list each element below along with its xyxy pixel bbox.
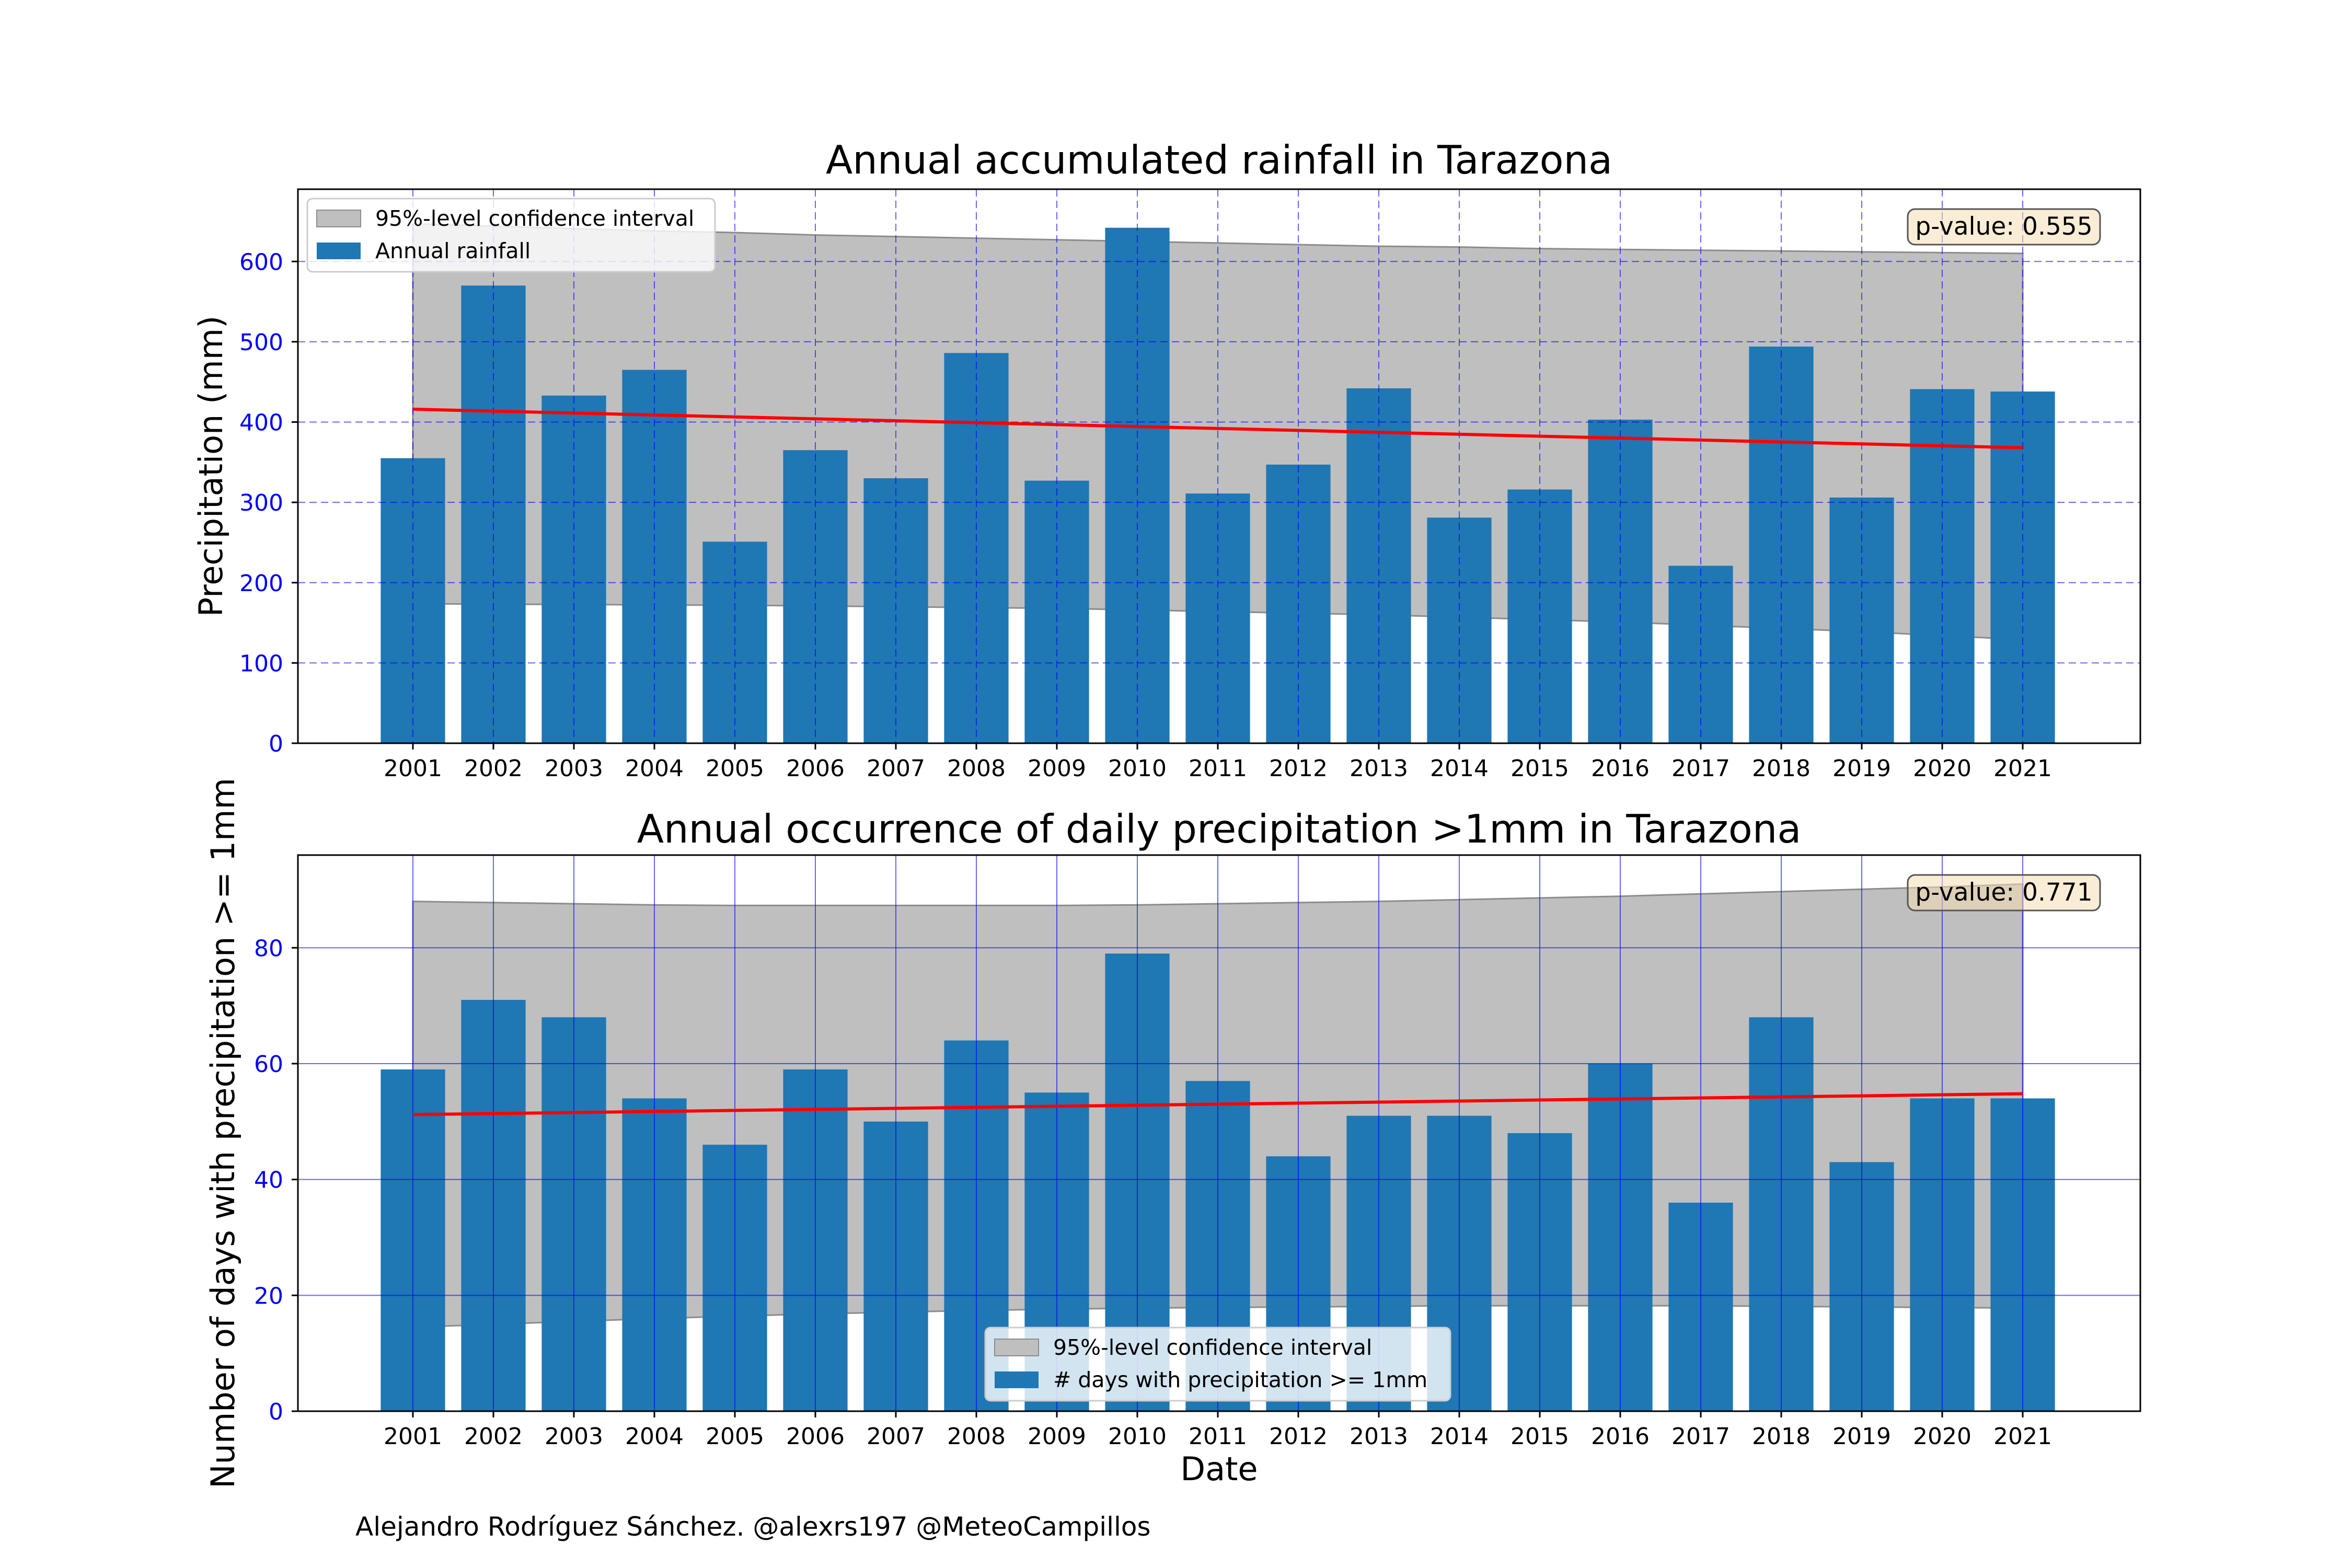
legend-swatch-confidence xyxy=(316,210,361,227)
x-tick-label: 2013 xyxy=(1350,1423,1408,1450)
y-tick-label: 0 xyxy=(269,1399,283,1425)
x-tick-label: 2018 xyxy=(1752,755,1811,782)
legend: 95%-level confidence interval # days with… xyxy=(984,1327,1451,1402)
p-value-box xyxy=(1907,874,2101,912)
y-tick-label: 500 xyxy=(239,329,283,356)
p-value-label: p-value: 0.555 xyxy=(1915,212,2092,241)
x-tick-label: 2021 xyxy=(1993,1423,2052,1450)
x-tick-label: 2005 xyxy=(706,755,764,782)
legend-swatch-confidence xyxy=(994,1339,1039,1356)
x-tick-label: 2010 xyxy=(1108,755,1167,782)
y-tick-label: 300 xyxy=(239,490,283,516)
x-tick-label: 2019 xyxy=(1832,755,1891,782)
y-tick-label: 100 xyxy=(239,650,283,677)
rain-days-chart: 2001 2002 2003 2004 2005 2006 2007 2008 2009 2010… xyxy=(204,778,2141,1489)
rainfall-chart: 2001 2002 2003 2004 2005 2006 2007 2008 2009 2010… xyxy=(192,137,2141,782)
x-tick-label: 2014 xyxy=(1430,1423,1489,1450)
chart-title: Annual accumulated rainfall in Tarazona xyxy=(826,137,1612,183)
x-tick-label: 2016 xyxy=(1591,1423,1650,1450)
bar xyxy=(1024,480,1089,743)
x-tick-label: 2013 xyxy=(1350,755,1408,782)
x-tick-label: 2008 xyxy=(947,1423,1006,1450)
y-axis-label: Precipitation (mm) xyxy=(192,316,230,617)
x-tick-label: 2020 xyxy=(1913,755,1971,782)
legend-label-confidence: 95%-level confidence interval xyxy=(1053,1335,1372,1360)
x-tick-label: 2019 xyxy=(1832,1423,1891,1450)
legend-swatch-bar xyxy=(995,1371,1039,1388)
x-tick-label: 2020 xyxy=(1913,1423,1971,1450)
x-tick-label: 2002 xyxy=(464,1423,523,1450)
x-tick-label: 2001 xyxy=(384,755,442,782)
grid xyxy=(298,189,2140,743)
x-tick-label: 2012 xyxy=(1269,1423,1328,1450)
x-tick-label: 2009 xyxy=(1028,755,1086,782)
x-tick-label: 2003 xyxy=(545,755,603,782)
y-tick-label: 0 xyxy=(269,731,283,757)
x-tick-label: 2004 xyxy=(625,1423,684,1450)
legend-box xyxy=(984,1327,1451,1402)
p-value-box xyxy=(1907,208,2101,246)
x-tick-label: 2006 xyxy=(786,1423,845,1450)
x-axis-label: Date xyxy=(1180,1450,1258,1488)
x-tick-label: 2015 xyxy=(1511,755,1569,782)
y-tick-label: 200 xyxy=(239,570,283,597)
y-tick-label: 60 xyxy=(254,1051,283,1078)
x-tick-label: 2006 xyxy=(786,755,845,782)
x-tick-label: 2010 xyxy=(1108,1423,1167,1450)
legend-swatch-bar xyxy=(317,243,361,259)
legend-box xyxy=(306,198,716,273)
x-tick-label: 2009 xyxy=(1028,1423,1086,1450)
x-tick-label: 2017 xyxy=(1671,755,1730,782)
x-tick-label: 2016 xyxy=(1591,755,1650,782)
x-tick-label: 2014 xyxy=(1430,755,1489,782)
x-tick-label: 2012 xyxy=(1269,755,1328,782)
x-tick-label: 2018 xyxy=(1752,1423,1811,1450)
plot-frame xyxy=(297,188,2141,744)
y-tick-label: 600 xyxy=(239,249,283,275)
plot-frame xyxy=(297,854,2141,1412)
x-tick-label: 2011 xyxy=(1189,755,1247,782)
grid xyxy=(298,855,2140,1411)
x-tick-label: 2021 xyxy=(1993,755,2052,782)
x-tick-label: 2004 xyxy=(625,755,684,782)
legend-label-bar: Annual rainfall xyxy=(375,238,531,263)
x-tick-label: 2017 xyxy=(1671,1423,1730,1450)
trend-line xyxy=(412,1092,2023,1116)
y-axis-label: Number of days with precipitation >= 1mm xyxy=(204,778,242,1489)
x-tick-label: 2003 xyxy=(545,1423,603,1450)
bar xyxy=(1105,227,1170,743)
y-tick-label: 20 xyxy=(254,1283,283,1309)
y-tick-label: 400 xyxy=(239,410,283,436)
chart-title: Annual occurrence of daily precipitation… xyxy=(637,806,1802,852)
legend: 95%-level confidence interval Annual rain… xyxy=(306,198,716,273)
x-tick-label: 2001 xyxy=(384,1423,442,1450)
x-tick-label: 2007 xyxy=(867,1423,925,1450)
y-tick-label: 80 xyxy=(254,935,283,962)
x-tick-label: 2008 xyxy=(947,755,1006,782)
x-tick-label: 2002 xyxy=(464,755,523,782)
legend-label-confidence: 95%-level confidence interval xyxy=(375,206,694,231)
x-tick-label: 2007 xyxy=(867,755,925,782)
legend-label-bar: # days with precipitation >= 1mm xyxy=(1053,1367,1427,1392)
footer-credit: Alejandro Rodríguez Sánchez. @alexrs197 … xyxy=(355,1512,1151,1542)
y-tick-label: 40 xyxy=(254,1167,283,1194)
trend-line xyxy=(412,407,2023,449)
x-tick-label: 2005 xyxy=(706,1423,764,1450)
p-value-label: p-value: 0.771 xyxy=(1915,878,2092,907)
x-tick-label: 2015 xyxy=(1511,1423,1569,1450)
x-tick-label: 2011 xyxy=(1189,1423,1247,1450)
